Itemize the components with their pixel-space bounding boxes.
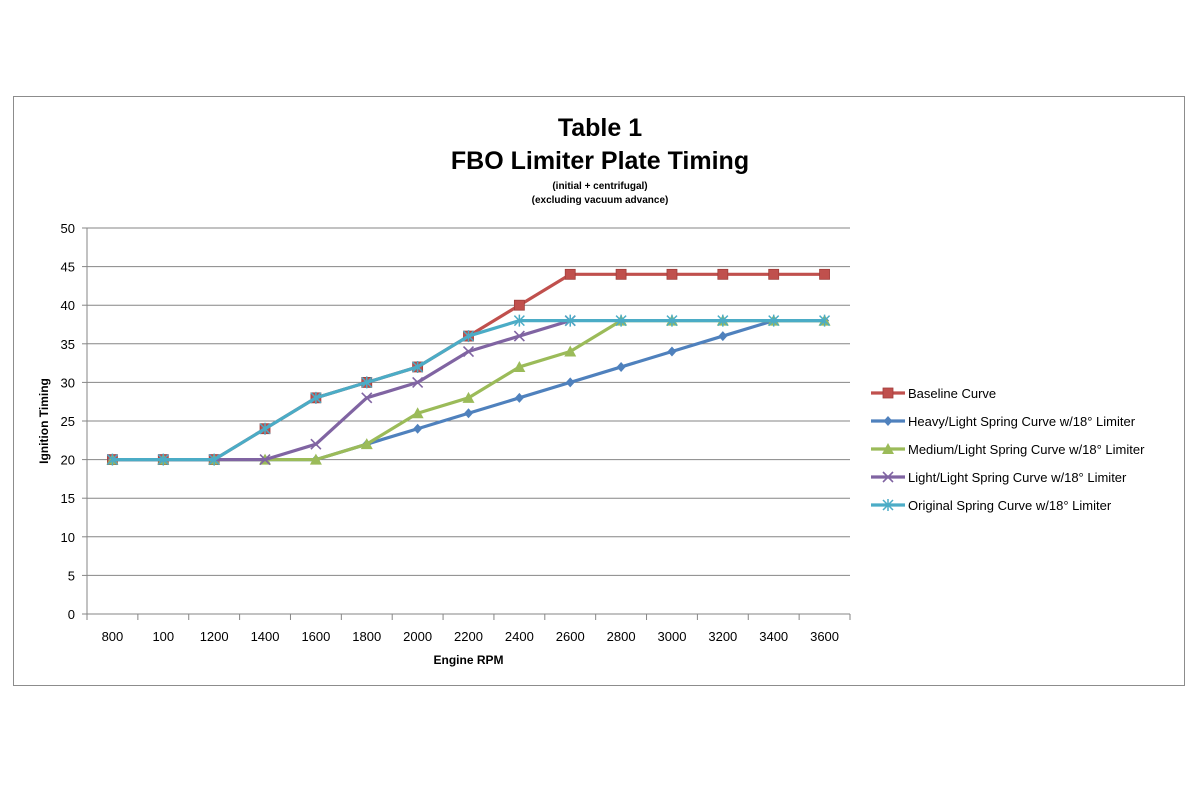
data-point [157, 453, 169, 466]
chart-title: Table 1 [557, 114, 643, 142]
legend-item-0: Baseline Curve [871, 386, 996, 401]
data-point [411, 407, 424, 419]
x-tick-label: 100 [152, 629, 174, 644]
data-point [462, 330, 475, 343]
data-point [462, 345, 475, 358]
legend-label: Heavy/Light Spring Curve w/18° Limiter [908, 414, 1136, 429]
x-tick-label: 1600 [301, 629, 330, 644]
data-point [616, 361, 626, 372]
legend-item-1: Heavy/Light Spring Curve w/18° Limiter [871, 414, 1136, 429]
x-tick-labels: 800 100 1200 1400 1600 1800 2000 2200 2400 2600 28… [102, 629, 839, 644]
data-point [564, 345, 577, 357]
x-tick-label: 2400 [505, 629, 534, 644]
data-point [361, 376, 373, 389]
gridlines [87, 227, 850, 615]
y-tick-label: 35 [61, 337, 75, 352]
series-line-0 [112, 272, 825, 462]
y-tick-label: 20 [61, 453, 75, 468]
legend-label: Light/Light Spring Curve w/18° Limiter [908, 470, 1127, 485]
data-point [464, 408, 473, 419]
y-tick-label: 15 [61, 491, 75, 506]
legend-marker [882, 387, 894, 399]
data-point [666, 314, 678, 327]
data-point [565, 377, 575, 388]
data-point [361, 392, 373, 404]
y-tick-label: 0 [68, 607, 75, 622]
data-point [768, 268, 780, 280]
legend-label: Baseline Curve [908, 386, 996, 401]
data-point [819, 314, 831, 327]
data-point [513, 360, 526, 372]
data-point [412, 360, 424, 373]
data-point [564, 268, 576, 280]
y-tick-label: 30 [61, 375, 75, 390]
data-point [259, 422, 271, 435]
axes [82, 227, 851, 620]
x-tick-label: 3400 [759, 629, 788, 644]
legend-marker [883, 416, 893, 426]
legend-label: Medium/Light Spring Curve w/18° Limiter [908, 442, 1145, 457]
chart-note-1: (initial + centrifugal) [552, 181, 648, 192]
x-tick-label: 2000 [403, 629, 432, 644]
legend-item-4: Original Spring Curve w/18° Limiter [871, 498, 1112, 513]
series-4 [106, 314, 831, 466]
data-point [615, 268, 627, 280]
series-0 [107, 268, 830, 466]
legend: Baseline Curve Heavy/Light Spring Curve w… [871, 386, 1145, 513]
x-tick-label: 2800 [607, 629, 636, 644]
data-point [310, 438, 322, 450]
data-point [513, 330, 525, 342]
y-tick-label: 45 [61, 260, 75, 275]
y-axis-title: Ignition Timing [37, 378, 51, 464]
data-point [360, 438, 373, 450]
x-tick-label: 800 [102, 629, 124, 644]
data-point [768, 314, 780, 327]
data-point [513, 299, 525, 311]
data-point [309, 453, 322, 465]
x-tick-label: 2200 [454, 629, 483, 644]
chart-frame [13, 96, 1185, 686]
x-tick-label: 3200 [708, 629, 737, 644]
data-point [717, 268, 729, 280]
x-tick-label: 1800 [352, 629, 381, 644]
y-tick-label: 5 [68, 568, 75, 583]
x-tick-label: 3600 [810, 629, 839, 644]
y-tick-label: 50 [61, 221, 75, 236]
data-point [413, 423, 423, 434]
y-tick-label: 10 [61, 530, 75, 545]
legend-marker [882, 443, 894, 454]
data-point [667, 346, 677, 357]
data-point [564, 314, 576, 327]
data-point [819, 268, 830, 280]
data-point [718, 331, 728, 342]
legend-item-3: Light/Light Spring Curve w/18° Limiter [871, 470, 1127, 485]
x-tick-label: 1200 [200, 629, 229, 644]
data-point [717, 314, 729, 327]
data-point [310, 391, 322, 404]
y-tick-labels: 0 5 10 15 20 25 30 35 40 45 50 [61, 221, 75, 622]
data-point [208, 453, 220, 466]
legend-marker [882, 499, 894, 511]
x-tick-label: 2600 [556, 629, 585, 644]
legend-marker [882, 471, 894, 483]
x-axis-title: Engine RPM [433, 653, 503, 667]
data-point [666, 268, 678, 280]
data-point [412, 376, 424, 388]
data-point [513, 314, 525, 327]
legend-item-2: Medium/Light Spring Curve w/18° Limiter [871, 442, 1145, 457]
data-point [514, 392, 524, 403]
data-point [615, 314, 627, 327]
data-point [106, 453, 118, 466]
y-tick-label: 40 [61, 298, 75, 313]
data-point [259, 454, 271, 466]
x-tick-label: 3000 [658, 629, 687, 644]
chart-note-2: (excluding vacuum advance) [531, 195, 669, 206]
chart-subtitle: FBO Limiter Plate Timing [450, 147, 750, 175]
x-tick-label: 1400 [251, 629, 280, 644]
data-point [462, 391, 475, 403]
series-group [106, 268, 831, 466]
y-tick-label: 25 [61, 414, 75, 429]
legend-label: Original Spring Curve w/18° Limiter [908, 498, 1112, 513]
